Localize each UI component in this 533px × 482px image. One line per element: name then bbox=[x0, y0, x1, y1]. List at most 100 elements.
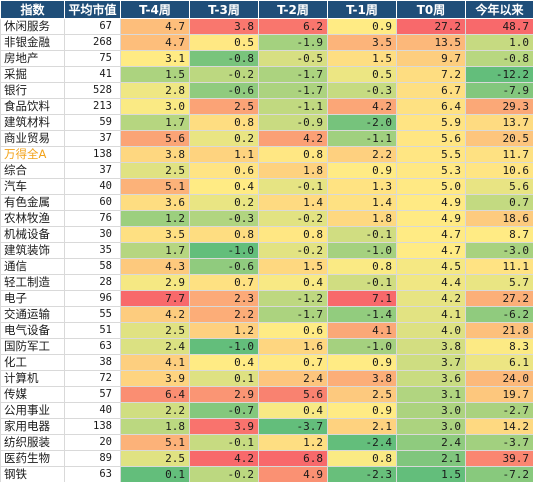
return-cell-t0: 9.7 bbox=[396, 50, 466, 67]
avg-cap-cell: 40 bbox=[64, 402, 121, 419]
table-row[interactable]: 采掘 41 1.5 -0.2 -1.7 0.5 7.2 -12.2 bbox=[0, 66, 533, 83]
return-cell-t1: -0.1 bbox=[327, 274, 397, 291]
industry-name-cell: 采掘 bbox=[0, 66, 65, 83]
column-header-t0[interactable]: T0周 bbox=[396, 0, 466, 19]
industry-name-cell: 通信 bbox=[0, 258, 65, 275]
return-cell-t2: 5.6 bbox=[258, 386, 328, 403]
return-cell-t4: 1.7 bbox=[120, 114, 190, 131]
return-cell-ytd: -3.0 bbox=[465, 242, 533, 259]
table-row[interactable]: 电气设备 51 2.5 1.2 0.6 4.1 4.0 21.8 bbox=[0, 322, 533, 339]
table-row[interactable]: 建筑装饰 35 1.7 -1.0 -0.2 -1.0 4.7 -3.0 bbox=[0, 242, 533, 259]
column-header-name[interactable]: 指数 bbox=[0, 0, 65, 19]
table-row[interactable]: 综合 37 2.5 0.6 1.8 0.9 5.3 10.6 bbox=[0, 162, 533, 179]
table-row[interactable]: 商业贸易 37 5.6 0.2 4.2 -1.1 5.6 20.5 bbox=[0, 130, 533, 147]
return-cell-t2: 0.8 bbox=[258, 226, 328, 243]
avg-cap-cell: 40 bbox=[64, 178, 121, 195]
return-cell-ytd: -2.7 bbox=[465, 402, 533, 419]
return-cell-t0: 5.5 bbox=[396, 146, 466, 163]
return-cell-t1: 0.9 bbox=[327, 162, 397, 179]
table-row[interactable]: 汽车 40 5.1 0.4 -0.1 1.3 5.0 5.6 bbox=[0, 178, 533, 195]
return-cell-t2: 0.4 bbox=[258, 274, 328, 291]
return-cell-t0: 4.4 bbox=[396, 274, 466, 291]
return-cell-ytd: 18.6 bbox=[465, 210, 533, 227]
avg-cap-cell: 213 bbox=[64, 98, 121, 115]
return-cell-t1: -1.0 bbox=[327, 242, 397, 259]
industry-name-cell: 银行 bbox=[0, 82, 65, 99]
return-cell-t2: -1.1 bbox=[258, 98, 328, 115]
return-cell-t0: 3.0 bbox=[396, 402, 466, 419]
return-cell-t0: 13.5 bbox=[396, 34, 466, 51]
column-header-t3[interactable]: T-3周 bbox=[189, 0, 259, 19]
table-row[interactable]: 电子 96 7.7 2.3 -1.2 7.1 4.2 27.2 bbox=[0, 290, 533, 307]
return-cell-t4: 3.6 bbox=[120, 194, 190, 211]
table-row[interactable]: 非银金融 268 4.7 0.5 -1.9 3.5 13.5 1.0 bbox=[0, 34, 533, 51]
industry-name-cell: 有色金属 bbox=[0, 194, 65, 211]
table-row[interactable]: 公用事业 40 2.2 -0.7 0.4 0.9 3.0 -2.7 bbox=[0, 402, 533, 419]
table-row[interactable]: 轻工制造 28 2.9 0.7 0.4 -0.1 4.4 5.7 bbox=[0, 274, 533, 291]
return-cell-t0: 3.1 bbox=[396, 386, 466, 403]
table-row[interactable]: 纺织服装 20 5.1 -0.1 1.2 -2.4 2.4 -3.7 bbox=[0, 434, 533, 451]
return-cell-t2: -0.5 bbox=[258, 50, 328, 67]
avg-cap-cell: 30 bbox=[64, 226, 121, 243]
industry-name-cell: 房地产 bbox=[0, 50, 65, 67]
return-cell-t0: 5.9 bbox=[396, 114, 466, 131]
return-cell-t4: 3.8 bbox=[120, 146, 190, 163]
table-row[interactable]: 家用电器 138 1.8 3.9 -3.7 2.1 3.0 14.2 bbox=[0, 418, 533, 435]
return-cell-t0: 4.9 bbox=[396, 210, 466, 227]
return-cell-t2: -1.9 bbox=[258, 34, 328, 51]
table-row[interactable]: 房地产 75 3.1 -0.8 -0.5 1.5 9.7 -0.8 bbox=[0, 50, 533, 67]
column-header-ytd[interactable]: 今年以来 bbox=[465, 0, 533, 19]
table-row[interactable]: 休闲服务 67 4.7 3.8 6.2 0.9 27.2 48.7 bbox=[0, 18, 533, 35]
table-row[interactable]: 机械设备 30 3.5 0.8 0.8 -0.1 4.7 8.7 bbox=[0, 226, 533, 243]
table-row[interactable]: 万得全A 138 3.8 1.1 0.8 2.2 5.5 11.7 bbox=[0, 146, 533, 163]
table-row[interactable]: 通信 58 4.3 -0.6 1.5 0.8 4.5 11.1 bbox=[0, 258, 533, 275]
column-header-t4[interactable]: T-4周 bbox=[120, 0, 190, 19]
return-cell-t3: 2.5 bbox=[189, 98, 259, 115]
return-cell-t2: -0.2 bbox=[258, 210, 328, 227]
return-cell-ytd: 8.7 bbox=[465, 226, 533, 243]
column-header-t2[interactable]: T-2周 bbox=[258, 0, 328, 19]
return-cell-t3: -0.7 bbox=[189, 402, 259, 419]
return-cell-t3: 0.4 bbox=[189, 354, 259, 371]
return-cell-t1: -2.3 bbox=[327, 466, 397, 482]
return-cell-t4: 5.6 bbox=[120, 130, 190, 147]
avg-cap-cell: 28 bbox=[64, 274, 121, 291]
table-row[interactable]: 食品饮料 213 3.0 2.5 -1.1 4.2 6.4 29.3 bbox=[0, 98, 533, 115]
table-row[interactable]: 交通运输 55 4.2 2.2 -1.7 -1.4 4.1 -6.2 bbox=[0, 306, 533, 323]
return-cell-t2: -1.7 bbox=[258, 66, 328, 83]
return-cell-ytd: 5.6 bbox=[465, 178, 533, 195]
table-row[interactable]: 医药生物 89 2.5 4.2 6.8 0.8 2.1 39.7 bbox=[0, 450, 533, 467]
table-row[interactable]: 银行 528 2.8 -0.6 -1.7 -0.3 6.7 -7.9 bbox=[0, 82, 533, 99]
industry-name-cell: 传媒 bbox=[0, 386, 65, 403]
avg-cap-cell: 67 bbox=[64, 18, 121, 35]
column-header-t1[interactable]: T-1周 bbox=[327, 0, 397, 19]
avg-cap-cell: 55 bbox=[64, 306, 121, 323]
return-cell-t2: -0.2 bbox=[258, 242, 328, 259]
avg-cap-cell: 138 bbox=[64, 146, 121, 163]
return-cell-ytd: -7.2 bbox=[465, 466, 533, 482]
return-cell-t2: 0.8 bbox=[258, 146, 328, 163]
return-cell-ytd: 39.7 bbox=[465, 450, 533, 467]
return-cell-t4: 2.5 bbox=[120, 322, 190, 339]
return-cell-t4: 1.7 bbox=[120, 242, 190, 259]
return-cell-t3: -0.8 bbox=[189, 50, 259, 67]
avg-cap-cell: 37 bbox=[64, 130, 121, 147]
table-row[interactable]: 国防军工 63 2.4 -1.0 1.6 -1.0 3.8 8.3 bbox=[0, 338, 533, 355]
column-header-avg-cap[interactable]: 平均市值 bbox=[64, 0, 121, 19]
table-row[interactable]: 建筑材料 59 1.7 0.8 -0.9 -2.0 5.9 13.7 bbox=[0, 114, 533, 131]
table-row[interactable]: 钢铁 63 0.1 -0.2 4.9 -2.3 1.5 -7.2 bbox=[0, 466, 533, 482]
return-cell-t1: -1.4 bbox=[327, 306, 397, 323]
return-cell-t1: 2.2 bbox=[327, 146, 397, 163]
table-row[interactable]: 传媒 57 6.4 2.9 5.6 2.5 3.1 19.7 bbox=[0, 386, 533, 403]
table-row[interactable]: 化工 38 4.1 0.4 0.7 0.9 3.7 6.1 bbox=[0, 354, 533, 371]
return-cell-t4: 1.8 bbox=[120, 418, 190, 435]
return-cell-t1: 0.9 bbox=[327, 354, 397, 371]
return-cell-t4: 6.4 bbox=[120, 386, 190, 403]
industry-name-cell: 非银金融 bbox=[0, 34, 65, 51]
table-row[interactable]: 计算机 72 3.9 0.1 2.4 3.8 3.6 24.0 bbox=[0, 370, 533, 387]
return-cell-t4: 2.2 bbox=[120, 402, 190, 419]
return-cell-t0: 4.7 bbox=[396, 226, 466, 243]
table-row[interactable]: 农林牧渔 76 1.2 -0.3 -0.2 1.8 4.9 18.6 bbox=[0, 210, 533, 227]
table-row[interactable]: 有色金属 60 3.6 0.2 1.4 1.4 4.9 0.7 bbox=[0, 194, 533, 211]
